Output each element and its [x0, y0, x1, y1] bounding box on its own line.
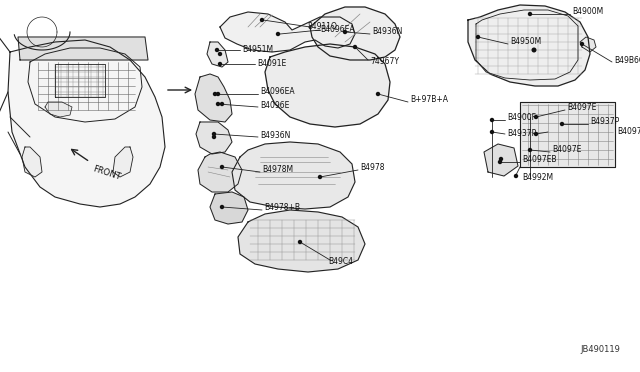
Circle shape: [218, 52, 221, 55]
Circle shape: [221, 103, 223, 106]
Text: B4978+B: B4978+B: [264, 203, 300, 212]
Text: B4936N: B4936N: [372, 28, 403, 36]
Circle shape: [216, 103, 220, 106]
Circle shape: [499, 157, 502, 160]
Circle shape: [490, 119, 493, 122]
Text: B4937P: B4937P: [507, 129, 536, 138]
Polygon shape: [198, 152, 242, 192]
Circle shape: [344, 31, 346, 33]
Text: B4096EA: B4096EA: [260, 87, 294, 96]
Circle shape: [490, 131, 493, 134]
Circle shape: [276, 32, 280, 35]
Text: B4900F: B4900F: [507, 113, 536, 122]
Polygon shape: [207, 42, 228, 67]
Polygon shape: [220, 12, 355, 52]
Circle shape: [534, 132, 538, 135]
Circle shape: [353, 45, 356, 48]
Text: B4097E: B4097E: [552, 145, 581, 154]
Circle shape: [376, 93, 380, 96]
Polygon shape: [265, 44, 390, 127]
Polygon shape: [484, 144, 518, 176]
Circle shape: [212, 135, 216, 138]
Text: B4097E: B4097E: [567, 103, 596, 112]
Circle shape: [499, 160, 502, 164]
Circle shape: [216, 48, 218, 51]
Circle shape: [260, 19, 264, 22]
Text: B+97B+A: B+97B+A: [410, 96, 448, 105]
Circle shape: [529, 13, 531, 16]
Text: FRONT: FRONT: [92, 164, 122, 182]
Circle shape: [534, 115, 538, 119]
Circle shape: [532, 48, 536, 52]
Polygon shape: [310, 7, 400, 60]
Text: B4978: B4978: [360, 164, 385, 173]
Polygon shape: [520, 102, 615, 167]
Text: B4978M: B4978M: [262, 166, 293, 174]
Text: B4950M: B4950M: [510, 38, 541, 46]
Polygon shape: [113, 147, 133, 177]
Circle shape: [529, 148, 531, 151]
Circle shape: [319, 176, 321, 179]
Text: B4936N: B4936N: [260, 131, 291, 141]
Text: B49B6Q: B49B6Q: [614, 57, 640, 65]
Polygon shape: [580, 37, 596, 52]
Circle shape: [218, 62, 221, 65]
Text: B4937P: B4937P: [590, 118, 620, 126]
Polygon shape: [232, 142, 355, 209]
Polygon shape: [210, 192, 248, 224]
Circle shape: [298, 241, 301, 244]
Polygon shape: [195, 74, 232, 122]
Text: B4097EB: B4097EB: [522, 155, 557, 164]
Text: B49C4: B49C4: [328, 257, 353, 266]
Circle shape: [580, 42, 584, 45]
Text: B4091E: B4091E: [257, 58, 286, 67]
Text: B4096E: B4096E: [260, 100, 289, 109]
Text: 84911Q: 84911Q: [308, 22, 338, 31]
Circle shape: [221, 166, 223, 169]
Polygon shape: [8, 40, 165, 207]
Circle shape: [212, 132, 216, 135]
Polygon shape: [468, 5, 590, 86]
Text: 74967Y: 74967Y: [370, 58, 399, 67]
Text: JB490119: JB490119: [580, 345, 620, 354]
Circle shape: [216, 93, 220, 96]
Text: B4951M: B4951M: [242, 45, 273, 54]
Circle shape: [515, 174, 518, 177]
Text: B4992M: B4992M: [522, 173, 553, 183]
Polygon shape: [45, 102, 72, 117]
Text: B4097CA: B4097CA: [617, 128, 640, 137]
Polygon shape: [18, 37, 148, 60]
Polygon shape: [22, 147, 42, 177]
Polygon shape: [196, 122, 232, 154]
Circle shape: [561, 122, 563, 125]
Text: B4900M: B4900M: [572, 7, 604, 16]
Circle shape: [477, 35, 479, 38]
Circle shape: [221, 205, 223, 208]
Circle shape: [214, 93, 216, 96]
Text: B4096EA: B4096EA: [320, 26, 355, 35]
Polygon shape: [238, 210, 365, 272]
